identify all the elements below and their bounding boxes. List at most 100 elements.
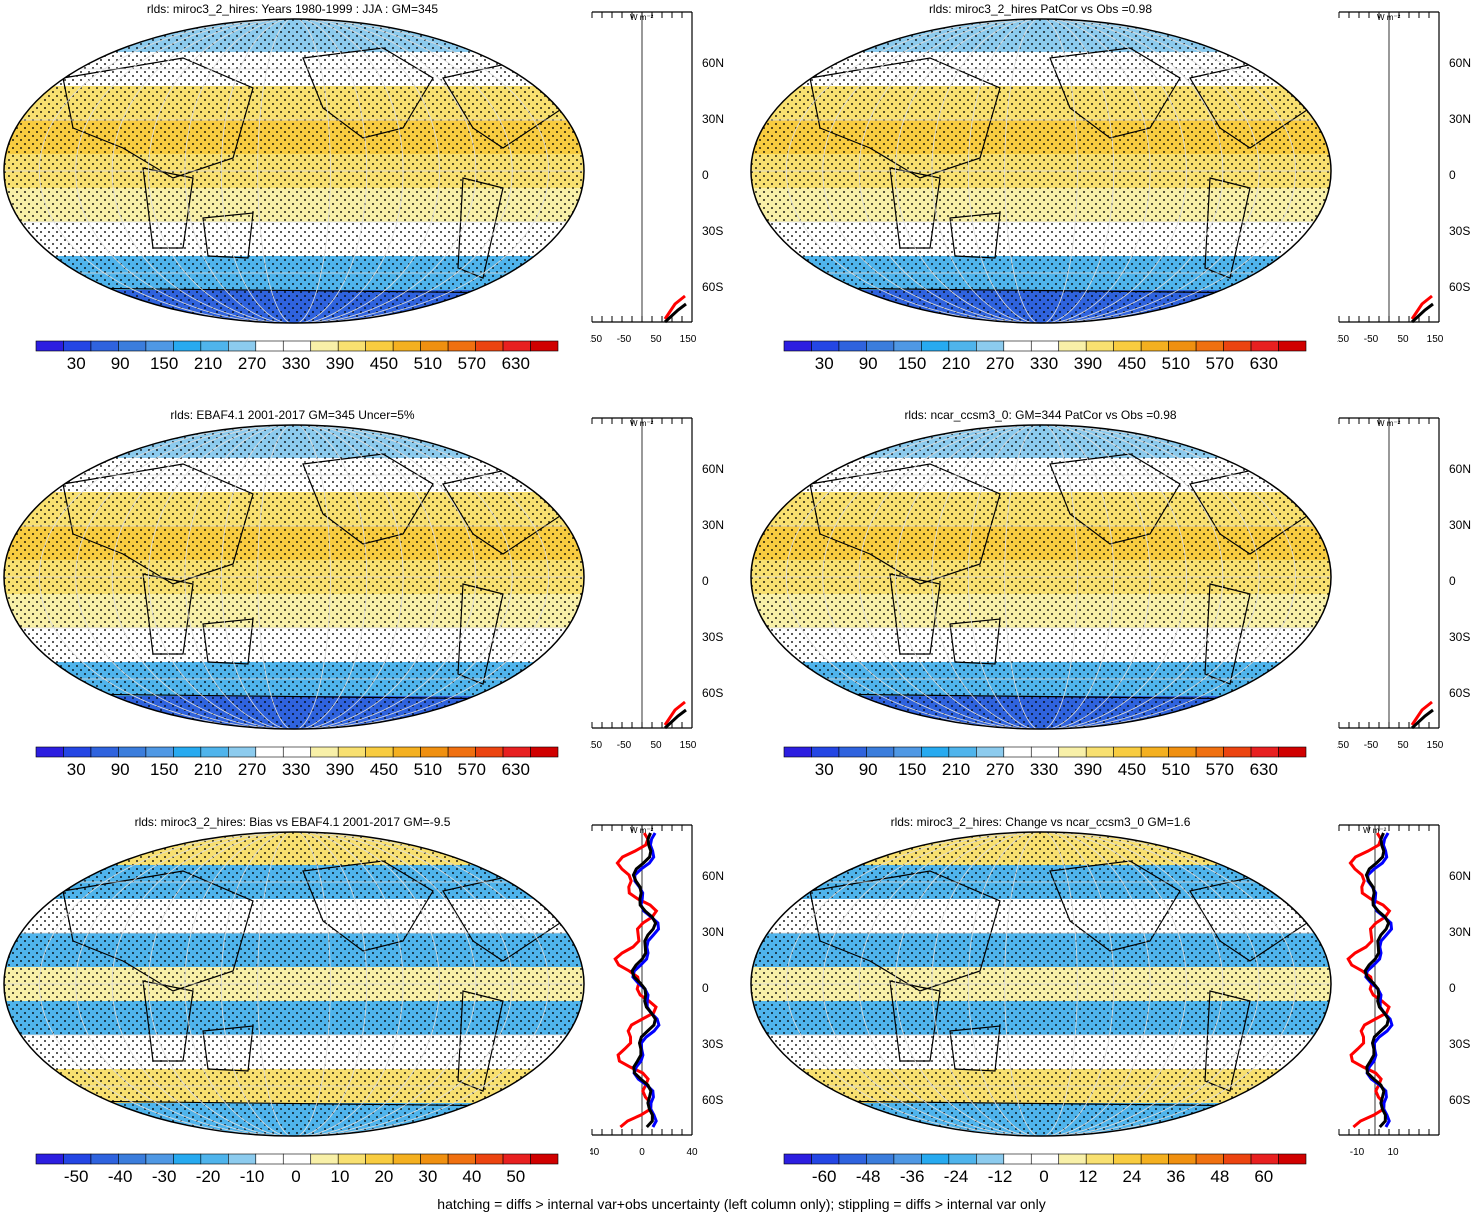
- colorbar-swatch: [1085, 340, 1114, 352]
- colorbar-swatch: [63, 1153, 92, 1165]
- colorbar-tick-label: 24: [1122, 1167, 1142, 1186]
- colorbar: [35, 746, 559, 758]
- colorbar-swatch: [976, 746, 1005, 758]
- latitude-label: 30N: [1449, 112, 1472, 126]
- colorbar-tick-label: 390: [1073, 760, 1103, 779]
- colorbar-tick-label: 330: [281, 354, 311, 373]
- colorbar-swatch: [447, 1153, 476, 1165]
- colorbar-swatch: [1278, 1153, 1307, 1165]
- latitude-label: 60S: [1449, 686, 1471, 700]
- colorbar-swatch: [1278, 746, 1307, 758]
- colorbar-swatch: [838, 1153, 867, 1165]
- colorbar-swatch: [1223, 340, 1252, 352]
- coastline: [142, 167, 194, 249]
- coastline: [202, 212, 254, 259]
- colorbar-swatch: [1113, 340, 1142, 352]
- zonal-line-model: [663, 708, 687, 730]
- coastline: [457, 990, 504, 1092]
- panel-title: rlds: miroc3_2_hires PatCor vs Obs =0.98: [928, 2, 1153, 16]
- colorbar-tick-label: 510: [413, 760, 443, 779]
- colorbar-tick-label: 50: [506, 1167, 526, 1186]
- colorbar-swatch: [921, 340, 950, 352]
- latitude-label: 30S: [1449, 224, 1471, 238]
- zonal-mean-plot: W m⁻² -150 -50 50 150: [590, 11, 697, 345]
- coastline: [1204, 177, 1251, 279]
- latitude-label: 30N: [1449, 925, 1472, 939]
- latitude-label: 60N: [1449, 56, 1472, 70]
- coastline: [949, 618, 1001, 665]
- global-map: [750, 831, 1332, 1137]
- colorbar: [783, 1153, 1307, 1165]
- colorbar-tick-label: 630: [501, 760, 530, 779]
- colorbar-tick-label: 390: [325, 354, 355, 373]
- colorbar-swatch: [921, 746, 950, 758]
- colorbar-swatch: [1085, 1153, 1114, 1165]
- global-map: [3, 831, 585, 1137]
- colorbar-tick-label: 630: [501, 354, 530, 373]
- colorbar-swatch: [200, 746, 229, 758]
- colorbar-tick-label: 510: [1161, 760, 1191, 779]
- colorbar-tick-label: 450: [1117, 760, 1147, 779]
- colorbar-tick-label: -10: [239, 1167, 265, 1186]
- colorbar-swatch: [1195, 1153, 1224, 1165]
- colorbar-tick-label: 20: [374, 1167, 394, 1186]
- colorbar-swatch: [1058, 340, 1087, 352]
- colorbar-tick-label: 570: [457, 354, 487, 373]
- colorbar-tick-label: 510: [1161, 354, 1191, 373]
- zonal-tick-label: 150: [1427, 334, 1444, 345]
- colorbar-tick-label: 330: [1029, 760, 1059, 779]
- colorbar-swatch: [310, 746, 339, 758]
- zonal-tick-label: -150: [1337, 334, 1349, 345]
- zonal-unit-label: W m⁻²: [630, 826, 654, 835]
- colorbar-swatch: [811, 340, 840, 352]
- colorbar-swatch: [200, 1153, 229, 1165]
- colorbar-tick-label: 570: [1205, 760, 1235, 779]
- colorbar-tick-label: 210: [941, 760, 971, 779]
- colorbar-swatch: [502, 746, 531, 758]
- zonal-mean-plot: W m⁻² -150 -50 50 150: [590, 417, 697, 751]
- colorbar-swatch: [475, 746, 504, 758]
- colorbar-swatch: [1168, 746, 1197, 758]
- colorbar-tick-label: -24: [943, 1167, 969, 1186]
- colorbar-swatch: [255, 340, 284, 352]
- colorbar-swatch: [255, 746, 284, 758]
- colorbar-swatch: [337, 1153, 366, 1165]
- colorbar-swatch: [420, 746, 449, 758]
- zonal-unit-label: W m⁻²: [630, 419, 654, 428]
- coastline: [889, 980, 941, 1062]
- figure-footer: hatching = diffs > internal var+obs unce…: [437, 1196, 1046, 1212]
- coastline: [62, 57, 254, 179]
- colorbar-swatch: [838, 746, 867, 758]
- colorbar-swatch: [893, 746, 922, 758]
- latitude-label: 60S: [702, 686, 724, 700]
- colorbar-swatch: [35, 1153, 64, 1165]
- latitude-label: 0: [1449, 574, 1456, 588]
- coastline: [889, 573, 941, 655]
- zonal-line-model: [1410, 708, 1434, 730]
- panel-title: rlds: miroc3_2_hires: Years 1980-1999 : …: [146, 2, 439, 16]
- colorbar-swatch: [1085, 746, 1114, 758]
- coastline: [62, 870, 254, 992]
- latitude-label: 30S: [702, 1037, 724, 1051]
- colorbar-swatch: [90, 746, 119, 758]
- colorbar-swatch: [118, 1153, 147, 1165]
- coastline: [1049, 860, 1181, 952]
- colorbar-swatch: [173, 340, 202, 352]
- zonal-tick-label: 40: [686, 1147, 698, 1158]
- colorbar-swatch: [392, 1153, 421, 1165]
- latitude-label: 30S: [702, 224, 724, 238]
- colorbar-swatch: [1223, 746, 1252, 758]
- panel-title: rlds: EBAF4.1 2001-2017 GM=345 Uncer=5%: [170, 408, 415, 422]
- coastline: [202, 618, 254, 665]
- zonal-line-model: [1363, 832, 1391, 1129]
- colorbar-tick-label: 510: [413, 354, 443, 373]
- colorbar-tick-label: 90: [110, 354, 130, 373]
- colorbar: [783, 340, 1307, 352]
- colorbar-swatch: [200, 340, 229, 352]
- latitude-label: 30S: [702, 630, 724, 644]
- panel-title: rlds: miroc3_2_hires: Change vs ncar_ccs…: [890, 815, 1191, 829]
- colorbar-swatch: [282, 1153, 312, 1165]
- colorbar-tick-label: -50: [63, 1167, 89, 1186]
- colorbar-swatch: [1195, 340, 1224, 352]
- latitude-label: 60S: [702, 1093, 724, 1107]
